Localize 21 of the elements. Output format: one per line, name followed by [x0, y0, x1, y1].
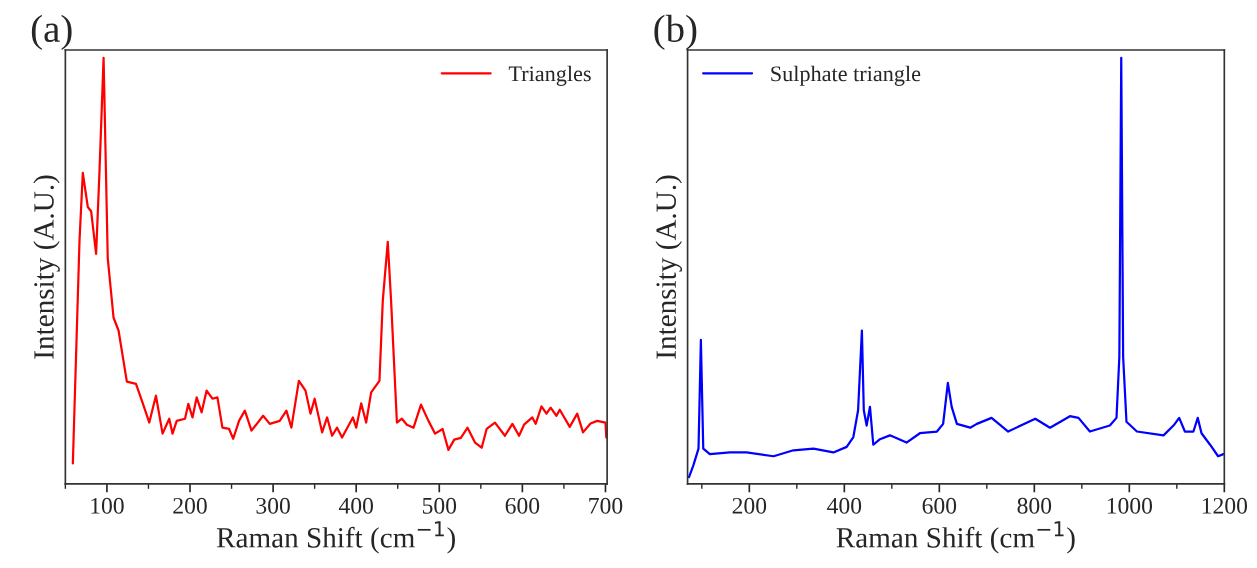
x-tick-label: 300 — [256, 497, 290, 514]
x-tick-label: 800 — [1017, 497, 1052, 514]
x-tick-label: 600 — [922, 497, 957, 514]
y-axis-title: Intensity (A.U.) — [655, 175, 683, 359]
x-axis-title: Raman Shift (cm$^{−1}$) — [836, 521, 1075, 554]
legend-label: Sulphate triangle — [771, 65, 921, 86]
x-tick-label: 600 — [505, 497, 540, 514]
x-tick-label: 700 — [589, 497, 623, 514]
x-tick-label: 400 — [827, 497, 862, 514]
x-tick-label: 1200 — [1202, 497, 1248, 514]
x-tick-label: 200 — [732, 497, 767, 514]
x-tick-label: 400 — [338, 497, 373, 514]
x-tick-label: 200 — [173, 497, 207, 514]
x-tick-label: 100 — [91, 497, 124, 514]
chart-title: (b) — [654, 14, 697, 50]
x-tick-label: 500 — [422, 497, 457, 514]
chart-title: (a) — [31, 14, 72, 50]
legend-label: Triangles — [508, 65, 591, 86]
x-tick-label: 1000 — [1107, 497, 1153, 514]
y-axis-title: Intensity (A.U.) — [33, 175, 60, 359]
x-axis-title: Raman Shift (cm$^{−1}$) — [216, 521, 455, 554]
